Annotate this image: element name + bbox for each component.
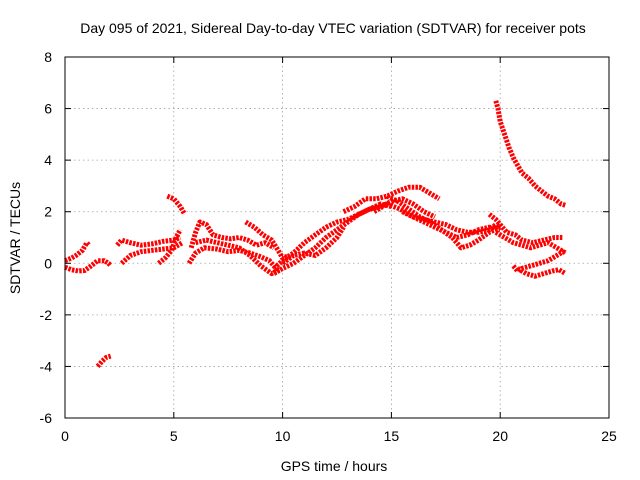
- series-track-23: [516, 266, 567, 279]
- series-track-10: [195, 237, 282, 277]
- series-track-17: [385, 193, 502, 251]
- y-tick-label: -2: [40, 307, 53, 323]
- x-tick-label: 20: [492, 428, 508, 444]
- x-axis-label: GPS time / hours: [281, 458, 388, 474]
- series-track-7: [166, 193, 187, 216]
- series-track-13: [272, 201, 392, 276]
- series-track-2: [64, 258, 113, 274]
- y-axis-label: SDTVAR / TECUs: [7, 182, 23, 294]
- y-tick-label: -6: [40, 410, 53, 426]
- plot-area-frame: [64, 56, 610, 419]
- data-series-layer: [64, 100, 567, 369]
- x-tick-labels: 0 5 10 15 20 25: [61, 428, 617, 444]
- x-tick-label: 15: [384, 428, 400, 444]
- series-track-19: [493, 100, 567, 208]
- series-track-18: [401, 209, 502, 235]
- y-tick-label: 8: [44, 49, 52, 65]
- x-tick-label: 25: [601, 428, 617, 444]
- y-tick-label: 0: [44, 255, 52, 271]
- series-track-8: [188, 219, 276, 250]
- axis-ticks: [64, 56, 610, 419]
- series-track-4: [115, 235, 182, 248]
- chart-title: Day 095 of 2021, Sidereal Day-to-day VTE…: [80, 20, 586, 36]
- series-track-1: [64, 240, 91, 264]
- series-track-14: [281, 225, 346, 266]
- series-track-20: [487, 212, 564, 246]
- y-tick-label: 2: [44, 204, 52, 220]
- x-tick-label: 10: [275, 428, 291, 444]
- x-tick-label: 0: [61, 428, 69, 444]
- y-tick-label: -4: [40, 358, 53, 374]
- y-tick-label: 4: [44, 152, 52, 168]
- series-track-3: [95, 353, 112, 369]
- y-tick-label: 6: [44, 101, 52, 117]
- series-track-21: [494, 230, 567, 256]
- series-track-5: [119, 240, 184, 266]
- series-track-15: [342, 184, 441, 214]
- y-tick-labels: -6 -4 -2 0 2 4 6 8: [40, 49, 53, 426]
- series-track-9: [186, 245, 281, 273]
- x-tick-label: 5: [170, 428, 178, 444]
- series-track-6: [157, 228, 183, 266]
